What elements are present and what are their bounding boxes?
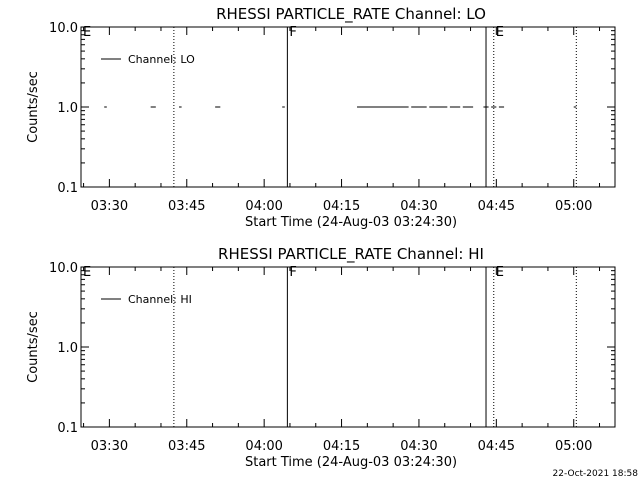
x-tick-label: 04:15	[323, 199, 360, 214]
legend-entry: Channel: HI	[128, 293, 192, 306]
y-axis-label: Counts/sec	[26, 311, 41, 383]
y-tick-label: 0.1	[57, 421, 78, 436]
event-marker-label: F	[289, 25, 296, 40]
x-tick-label: 03:30	[91, 439, 128, 454]
x-tick-label: 03:30	[91, 199, 128, 214]
y-tick-label: 10.0	[49, 21, 78, 36]
x-tick-label: 04:45	[478, 439, 515, 454]
x-tick-label: 05:00	[555, 199, 592, 214]
x-axis-label: Start Time (24-Aug-03 03:24:30)	[245, 455, 457, 470]
event-marker-label: E	[83, 25, 91, 40]
y-tick-label: 10.0	[49, 261, 78, 276]
plot-frame	[80, 266, 616, 428]
x-tick-label: 04:30	[400, 199, 437, 214]
y-axis-label: Counts/sec	[26, 71, 41, 143]
chart-panel-2: RHESSI PARTICLE_RATE Channel: HI Counts/s…	[26, 245, 616, 470]
x-tick-label: 05:00	[555, 439, 592, 454]
event-marker-label: E	[496, 265, 504, 280]
chart-title: RHESSI PARTICLE_RATE Channel: HI	[218, 245, 484, 264]
event-marker-label: E	[496, 25, 504, 40]
y-tick-label: 1.0	[57, 341, 78, 356]
x-tick-label: 03:45	[168, 199, 205, 214]
x-axis-label: Start Time (24-Aug-03 03:24:30)	[245, 215, 457, 230]
plot-frame	[80, 26, 616, 188]
x-tick-label: 04:30	[400, 439, 437, 454]
x-tick-label: 04:45	[478, 199, 515, 214]
x-tick-label: 04:15	[323, 439, 360, 454]
y-tick-label: 0.1	[57, 181, 78, 196]
y-tick-label: 1.0	[57, 101, 78, 116]
x-tick-label: 04:00	[245, 439, 282, 454]
legend-entry: Channel: LO	[128, 53, 195, 66]
plot-timestamp: 22-Oct-2021 18:58	[553, 469, 639, 479]
chart-panel-1: RHESSI PARTICLE_RATE Channel: LO Counts/s…	[26, 5, 616, 230]
event-marker-label: F	[289, 265, 296, 280]
chart-title: RHESSI PARTICLE_RATE Channel: LO	[216, 5, 486, 24]
event-marker-label: E	[83, 265, 91, 280]
x-tick-label: 04:00	[245, 199, 282, 214]
x-tick-label: 03:45	[168, 439, 205, 454]
